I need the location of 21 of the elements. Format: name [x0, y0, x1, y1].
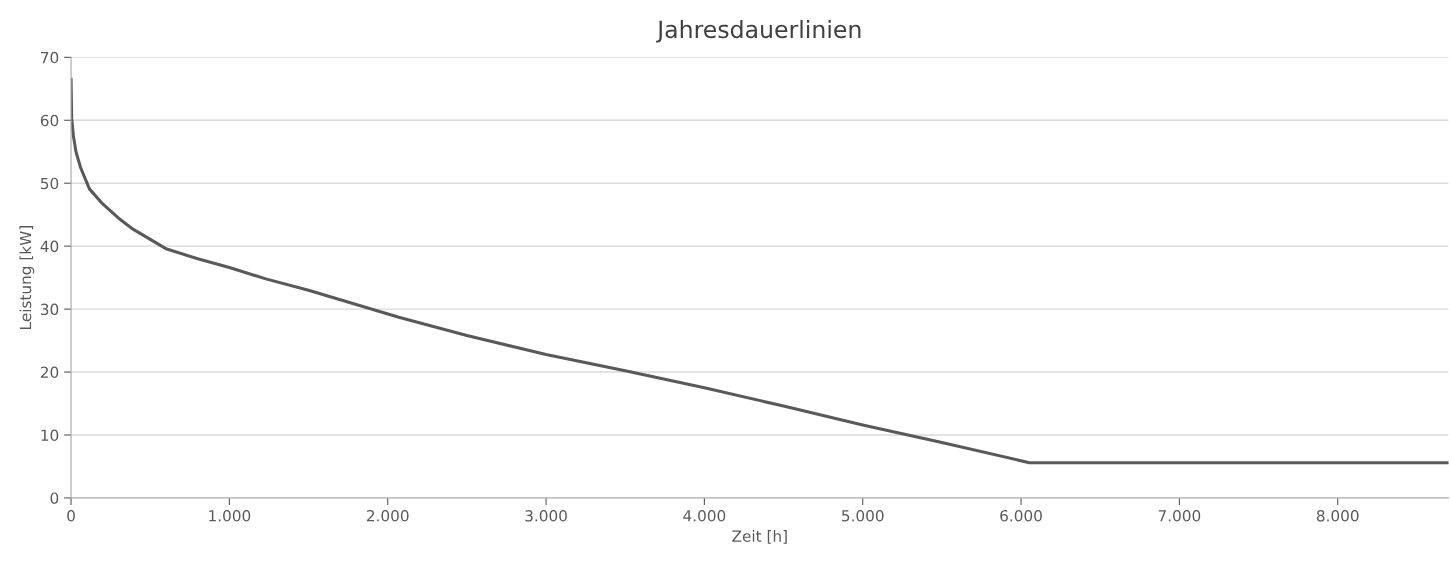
y-tick-label: 40: [40, 240, 59, 253]
x-axis-title: Zeit [h]: [732, 530, 787, 544]
y-tick-label: 20: [40, 366, 59, 379]
y-axis-title: Leistung [kW]: [19, 226, 35, 329]
y-tick-label: 60: [40, 114, 59, 127]
x-tick-label: 1.000: [209, 510, 251, 522]
line-series: [71, 77, 1449, 465]
x-tick-label: 4.000: [683, 510, 726, 522]
y-tick-label: 10: [41, 429, 59, 442]
x-tick-label: 0: [67, 510, 75, 522]
x-tick-label: 3.000: [525, 510, 567, 522]
x-tick-label: 7.000: [1158, 510, 1201, 522]
y-tick-label: 0: [50, 492, 59, 504]
x-tick-label: 8.000: [1316, 510, 1359, 522]
x-tick-label: 2.000: [366, 510, 409, 522]
y-tick-label: 70: [41, 51, 59, 64]
x-tick-label: 5.000: [842, 510, 884, 522]
chart-title: Jahresdauerlinien: [655, 19, 861, 43]
y-tick-label: 30: [40, 303, 59, 316]
y-tick-label: 50: [40, 177, 59, 190]
x-tick-label: 6.000: [1000, 510, 1042, 522]
